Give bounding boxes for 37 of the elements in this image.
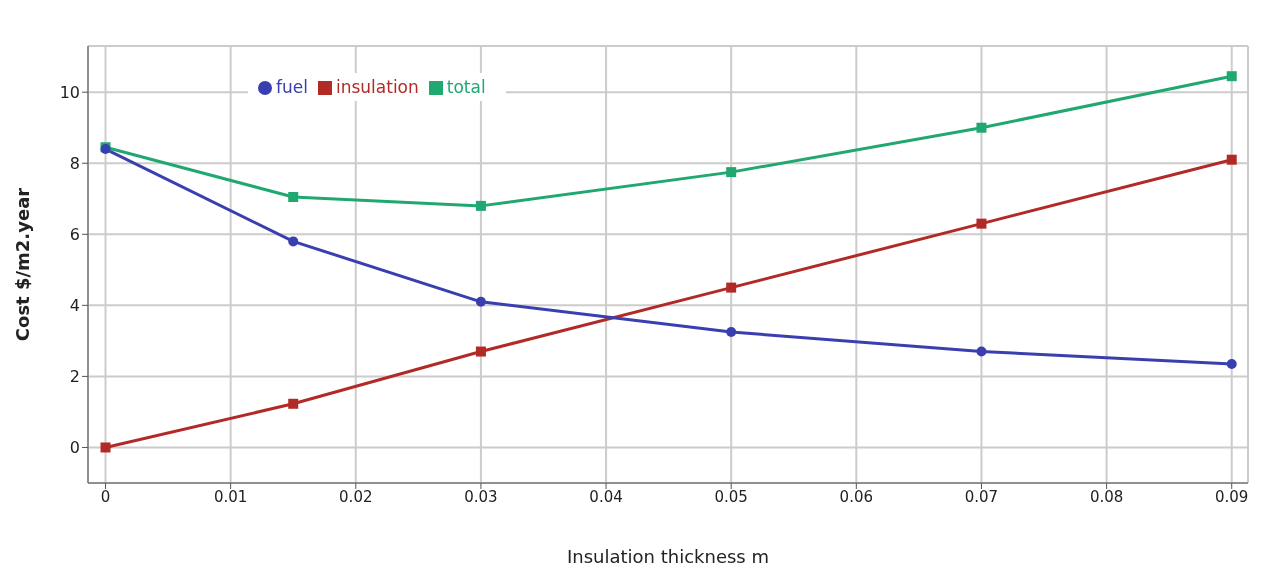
point — [976, 218, 987, 229]
point — [976, 122, 987, 133]
x-tick-label: 0.05 — [714, 487, 748, 506]
x-tick-label: 0.03 — [464, 487, 498, 506]
y-tick-label: 10 — [59, 82, 80, 102]
legend-label: insulation — [335, 77, 419, 97]
point — [288, 192, 299, 202]
x-tick-label: 0.07 — [964, 487, 999, 506]
point — [1226, 71, 1237, 82]
x-tick-label: 0.09 — [1215, 487, 1249, 506]
y-tick-label: 0 — [69, 438, 80, 458]
y-tick-label: 2 — [69, 367, 80, 387]
point — [475, 346, 486, 357]
x-axis-title: Insulation thickness m — [566, 546, 770, 567]
x-tick-label: 0.02 — [339, 487, 373, 506]
x-tick-label: 0.04 — [589, 487, 623, 506]
x-tick-label: 0.01 — [213, 487, 248, 506]
y-tick-label: 8 — [69, 153, 80, 173]
y-tick-label: 6 — [69, 224, 80, 244]
point — [288, 398, 299, 409]
legend-label: fuel — [276, 77, 308, 97]
point — [976, 346, 987, 357]
point — [475, 296, 486, 307]
point — [288, 236, 299, 247]
point — [726, 282, 737, 293]
x-tick-label: 0.08 — [1089, 487, 1124, 506]
point — [475, 200, 486, 211]
legend-label: total — [446, 77, 486, 97]
point — [726, 167, 737, 178]
x-tick-label: 0.06 — [839, 487, 874, 506]
point — [1226, 154, 1237, 165]
y-axis-title: Cost $/m2.year — [12, 187, 34, 342]
y-tick-label: 4 — [69, 296, 80, 316]
point — [1226, 358, 1237, 369]
point — [726, 327, 737, 337]
point — [100, 442, 111, 453]
x-tick-label: 0 — [100, 487, 111, 506]
